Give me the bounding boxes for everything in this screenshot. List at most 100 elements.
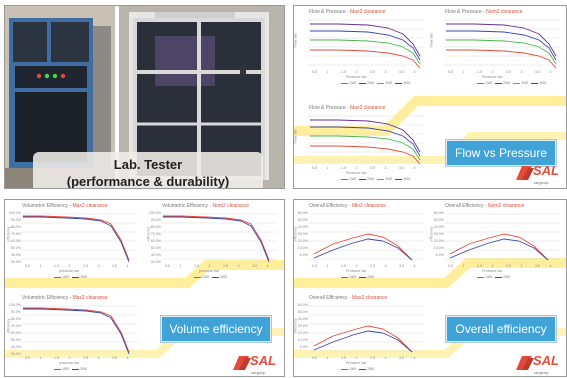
x-tick-label: 2: [355, 356, 358, 360]
series-line-1: [23, 215, 130, 261]
sal-logo: SAL sal group: [231, 350, 281, 376]
legend-label: 2000: [80, 275, 88, 279]
sal-logo-icon: [516, 166, 534, 180]
legend-swatch: [72, 276, 80, 278]
x-tick-label: 0.5: [312, 70, 317, 74]
chart-title-clearance: Max2 clearance: [72, 295, 108, 301]
x-tick-label: 4: [126, 264, 129, 268]
x-tick-label: 1: [326, 356, 329, 360]
flow-pressure-panel: Flow & Pressure - Max2 clearance 0.5 1 1.5 2…: [293, 5, 567, 189]
y-axis-title: efficiency: [293, 226, 298, 242]
legend-label: 3000: [521, 81, 529, 85]
legend-swatch: [212, 276, 220, 278]
flow-chart-1: Flow & Pressure - Max2 clearance 0.5 1 1.5 2…: [294, 8, 429, 88]
x-tick-label: 2.5: [506, 70, 511, 74]
chart-title-clearance: Nom2 clearance: [212, 203, 249, 209]
y-tick-label: 90.0%: [10, 218, 21, 222]
overall-efficiency-panel: Overall Efficiency - Min2 clearance 60.0%…: [293, 199, 567, 377]
series-line-2: [23, 308, 130, 355]
legend-swatch: [54, 276, 61, 278]
x-tick-label: 3.5: [399, 70, 404, 74]
legend-swatch: [359, 276, 367, 278]
x-tick-label: 1.5: [341, 70, 346, 74]
y-tick-label: 10.0%: [297, 246, 308, 250]
x-axis-title: pressure bar: [199, 269, 220, 273]
legend-label: 2000: [367, 81, 375, 85]
legend-label: 4000: [403, 81, 411, 85]
y-tick-label: 30.0%: [150, 260, 161, 264]
series-line-2: [163, 216, 270, 263]
chart-title: Overall Efficiency - Min2 clearance: [309, 203, 386, 209]
y-tick-labels: 60.0% 50.0% 40.0% 30.0% 20.0% 10.0% 0.0%: [294, 210, 308, 259]
y-tick-label: 100.0%: [8, 303, 21, 307]
x-tick-label: 2: [355, 166, 358, 170]
chart-title-prefix: Overall Efficiency -: [309, 295, 352, 301]
chart-title: Overall Efficiency - Max2 clearance: [309, 295, 387, 301]
y-tick-label: 90.0%: [10, 310, 21, 314]
chart-plot-area: [308, 305, 424, 353]
x-axis-title: Pressure bar: [346, 269, 367, 273]
legend-label: 3000: [385, 81, 393, 85]
chart-legend: 1000 2000: [338, 367, 374, 371]
x-tick-label: 4: [413, 264, 416, 268]
x-tick-label: 1.5: [341, 166, 346, 170]
x-axis-title: Pressure bar: [346, 171, 367, 175]
series-line-1: [163, 215, 270, 261]
x-tick-label: 2: [355, 70, 358, 74]
legend-label: 1000: [349, 275, 357, 279]
x-tick-label: 0.5: [448, 264, 453, 268]
sal-logo-tagline: sal group: [534, 371, 549, 375]
sal-logo: SAL sal group: [514, 160, 564, 188]
y-axis-title: Flow rate: [293, 128, 298, 144]
chart-title-prefix: Volumetric Efficiency -: [22, 203, 73, 209]
legend-swatch: [341, 82, 348, 84]
x-tick-label: 1.5: [341, 264, 346, 268]
chart-legend: 1000 2000: [191, 275, 227, 279]
legend-swatch: [341, 276, 348, 278]
x-tick-label: 4: [126, 356, 129, 360]
series-line-3: [446, 39, 557, 65]
x-tick-label: 3: [384, 264, 387, 268]
chart-title-prefix: Flow & Pressure -: [445, 9, 487, 15]
x-tick-label: 1.5: [54, 356, 59, 360]
legend-label: 1000: [349, 177, 357, 181]
legend-swatch: [477, 82, 484, 84]
chart-title-prefix: Overall Efficiency -: [445, 203, 488, 209]
sal-logo: SAL sal group: [514, 350, 564, 376]
legend-swatch: [341, 368, 348, 370]
y-tick-label: 40.0%: [150, 253, 161, 257]
y-tick-label: 50.0%: [433, 218, 444, 222]
y-tick-label: 20.0%: [297, 331, 308, 335]
legend-swatch: [359, 82, 367, 84]
chart-plot-area: [444, 19, 560, 69]
legend-swatch: [531, 82, 539, 84]
chart-plot-area: [308, 115, 424, 165]
x-tick-label: 3: [97, 356, 100, 360]
x-tick-label: 3.5: [399, 166, 404, 170]
x-tick-label: 3.5: [112, 264, 117, 268]
x-tick-label: 4: [266, 264, 269, 268]
legend-swatch: [54, 368, 61, 370]
x-tick-label: 0.5: [312, 264, 317, 268]
y-tick-label: 60.0%: [297, 211, 308, 215]
legend-swatch: [477, 276, 484, 278]
chart-title-prefix: Volumetric Efficiency -: [162, 203, 213, 209]
x-tick-label: 1: [39, 264, 42, 268]
y-tick-label: 100.0%: [148, 211, 161, 215]
x-tick-label: 1.5: [477, 264, 482, 268]
legend-label: 2000: [503, 275, 511, 279]
legend-label: 4000: [403, 177, 411, 181]
y-tick-label: 60.0%: [10, 331, 21, 335]
caption-line-2: (performance & durability): [66, 174, 230, 189]
series-line-4: [310, 145, 421, 165]
y-axis-title: efficiency: [293, 318, 298, 334]
y-tick-label: 50.0%: [297, 218, 308, 222]
x-tick-label: 0.5: [312, 166, 317, 170]
y-tick-labels: 60.0% 50.0% 40.0% 30.0% 20.0% 10.0% 0.0%: [294, 302, 308, 351]
volume-efficiency-panel: Volumetric Efficiency - Max2 clearance 10…: [4, 199, 285, 377]
x-tick-label: 2: [355, 264, 358, 268]
y-tick-label: 20.0%: [297, 239, 308, 243]
series-line-1: [310, 23, 421, 57]
lab-tester-panel: Lab. Tester (performance & durability): [4, 5, 285, 189]
chart-legend: 1000 2000 3000 4000: [474, 81, 546, 85]
